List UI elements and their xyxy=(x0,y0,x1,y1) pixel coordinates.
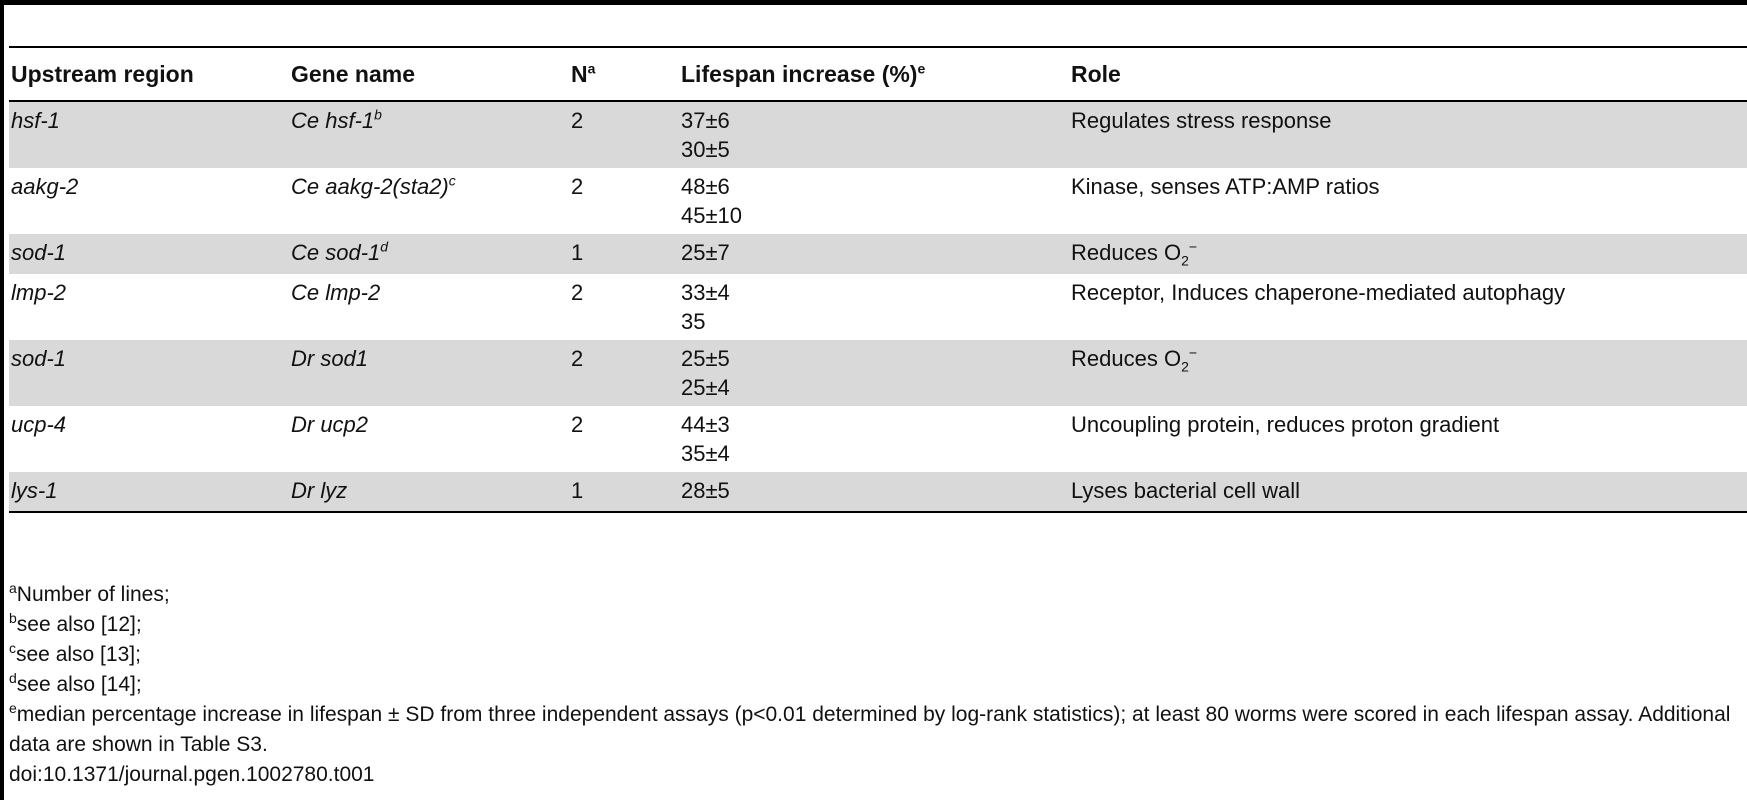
table-row: aakg-2 Ce aakg-2(sta2)c 2 48±6 45±10 Kinase, … xyxy=(9,168,1747,234)
cell-n: 2 xyxy=(571,346,584,371)
cell-upstream-region: aakg-2 xyxy=(11,174,79,199)
cell-lifespan-increase: 37±6 30±5 xyxy=(679,101,1069,168)
doi-text: doi:10.1371/journal.pgen.1002780.t001 xyxy=(9,763,375,786)
table-footnotes: aNumber of lines; bsee also [12]; csee a… xyxy=(9,580,1744,790)
lifespan-value: 25±5 xyxy=(681,346,730,371)
lifespan-value: 37±6 xyxy=(681,108,730,133)
cell-n: 2 xyxy=(571,412,584,437)
data-table-container: Upstream region Gene name Na Lifespan in… xyxy=(9,46,1747,513)
lifespan-value: 44±3 xyxy=(681,412,730,437)
cell-n: 1 xyxy=(571,478,584,503)
cell-gene-name: Dr ucp2 xyxy=(291,412,369,437)
lifespan-value: 25±7 xyxy=(681,240,730,265)
cell-gene-name: Ce sod-1d xyxy=(291,238,389,265)
cell-lifespan-increase: 48±6 45±10 xyxy=(679,168,1069,234)
lifespan-value: 30±5 xyxy=(681,137,730,162)
left-border xyxy=(0,0,4,800)
table-row: ucp-4 Dr ucp2 2 44±3 35±4 Uncoupling protein,… xyxy=(9,406,1747,472)
cell-upstream-region: ucp-4 xyxy=(11,412,67,437)
lifespan-value: 25±4 xyxy=(681,375,730,400)
cell-role: Receptor, Induces chaperone-mediated aut… xyxy=(1071,280,1566,305)
cell-upstream-region: sod-1 xyxy=(11,346,67,371)
cell-upstream-region: lmp-2 xyxy=(11,280,67,305)
cell-n: 2 xyxy=(571,174,584,199)
header-role: Role xyxy=(1071,60,1121,87)
lifespan-value: 33±4 xyxy=(681,280,730,305)
cell-gene-name: Ce aakg-2(sta2)c xyxy=(291,172,456,199)
role-superscript: − xyxy=(1188,344,1198,361)
data-table: Upstream region Gene name Na Lifespan in… xyxy=(9,46,1747,513)
lifespan-value: 35±4 xyxy=(681,441,730,466)
role-subscript: 2 xyxy=(1181,358,1189,375)
cell-role: Lyses bacterial cell wall xyxy=(1071,478,1301,503)
header-lifespan-increase: Lifespan increase (%)e xyxy=(681,59,926,87)
footnote-d: dsee also [14]; xyxy=(9,670,142,696)
cell-role: Kinase, senses ATP:AMP ratios xyxy=(1071,174,1380,199)
lifespan-value: 48±6 xyxy=(681,174,730,199)
cell-lifespan-increase: 33±4 35 xyxy=(679,274,1069,340)
footnote-b: bsee also [12]; xyxy=(9,610,142,636)
table-row: lys-1 Dr lyz 1 28±5 Lyses bacterial cell wal… xyxy=(9,472,1747,512)
table-row: lmp-2 Ce lmp-2 2 33±4 35 Receptor, Induces ch… xyxy=(9,274,1747,340)
header-upstream-region: Upstream region xyxy=(11,60,194,87)
cell-lifespan-increase: 25±5 25±4 xyxy=(679,340,1069,406)
cell-upstream-region: sod-1 xyxy=(11,240,67,265)
cell-gene-name: Ce hsf-1b xyxy=(291,106,382,133)
gene-footnote-mark: d xyxy=(380,238,389,255)
table-row: sod-1 Dr sod1 2 25±5 25±4 Reduces O2− xyxy=(9,340,1747,406)
header-n: Na xyxy=(571,59,596,87)
table-row: hsf-1 Ce hsf-1b 2 37±6 30±5 Regulates stress … xyxy=(9,101,1747,168)
lifespan-value: 35 xyxy=(681,309,706,334)
role-subscript: 2 xyxy=(1181,252,1189,269)
cell-upstream-region: hsf-1 xyxy=(11,108,60,133)
cell-role: Reduces O2− xyxy=(1071,238,1198,269)
role-superscript: − xyxy=(1188,238,1198,255)
footnote-a: aNumber of lines; xyxy=(9,580,170,606)
cell-n: 2 xyxy=(571,108,584,133)
cell-gene-name: Ce lmp-2 xyxy=(291,280,381,305)
cell-lifespan-increase: 28±5 xyxy=(679,472,1069,512)
table-row: sod-1 Ce sod-1d 1 25±7 Reduces O2− xyxy=(9,234,1747,274)
lifespan-value: 28±5 xyxy=(681,478,730,503)
cell-upstream-region: lys-1 xyxy=(11,478,58,503)
cell-role: Regulates stress response xyxy=(1071,108,1332,133)
cell-gene-name: Dr lyz xyxy=(291,478,348,503)
cell-lifespan-increase: 44±3 35±4 xyxy=(679,406,1069,472)
footnote-c: csee also [13]; xyxy=(9,640,141,666)
header-n-footnote-mark: a xyxy=(587,59,596,76)
lifespan-value: 45±10 xyxy=(681,203,743,228)
table-body: hsf-1 Ce hsf-1b 2 37±6 30±5 Regulates stress … xyxy=(9,101,1747,512)
header-gene-name: Gene name xyxy=(291,60,415,87)
top-rule xyxy=(0,0,1747,5)
cell-n: 1 xyxy=(571,240,584,265)
gene-footnote-mark: c xyxy=(448,172,456,189)
gene-footnote-mark: b xyxy=(374,106,382,123)
cell-n: 2 xyxy=(571,280,584,305)
header-lifespan-footnote-mark: e xyxy=(917,59,926,76)
cell-role: Uncoupling protein, reduces proton gradi… xyxy=(1071,412,1500,437)
cell-role: Reduces O2− xyxy=(1071,344,1198,375)
table-header-row: Upstream region Gene name Na Lifespan in… xyxy=(9,47,1747,101)
footnote-e: emedian percentage increase in lifespan … xyxy=(9,700,1731,756)
cell-lifespan-increase: 25±7 xyxy=(679,234,1069,274)
cell-gene-name: Dr sod1 xyxy=(291,346,369,371)
